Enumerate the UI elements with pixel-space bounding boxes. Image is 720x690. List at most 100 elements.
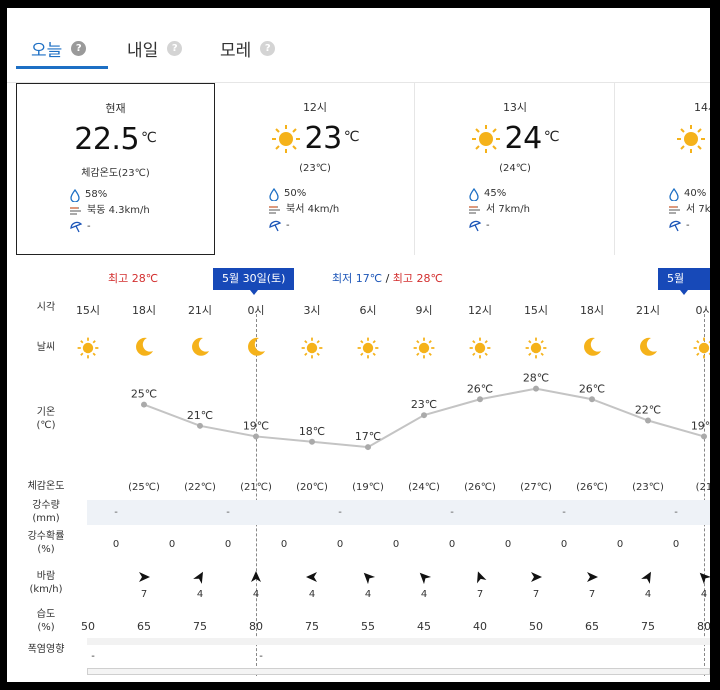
- temperature-point: [421, 412, 427, 419]
- help-icon[interactable]: ?: [260, 41, 276, 56]
- temperature-point: [309, 438, 315, 445]
- wind-value: 서 7km/h: [486, 204, 530, 215]
- date-badge-1: 5월 30일(토): [213, 268, 295, 295]
- wind-arrow-icon: [116, 570, 172, 587]
- humidity-value: 80: [249, 620, 263, 633]
- wind-arrow-icon: [228, 570, 284, 587]
- feel-temp: (21: [695, 482, 710, 493]
- rain-probability: 0: [224, 539, 232, 550]
- humidity-value: 65: [585, 620, 599, 633]
- temperature-label: 26℃: [467, 382, 493, 395]
- card-details: 45% 서 7km/h -: [468, 186, 530, 234]
- horizontal-scrollbar[interactable]: [87, 668, 710, 675]
- wind-speed: 7: [476, 589, 484, 600]
- temperature-label: 22℃: [635, 404, 661, 417]
- rain-probability: 0: [616, 539, 624, 550]
- temperature-point: [701, 433, 707, 440]
- card-temp-row: 24 ℃: [416, 121, 614, 156]
- temperature-label: 28℃: [523, 372, 549, 385]
- card-feel: (24℃): [499, 163, 531, 174]
- sun-icon: [340, 336, 396, 359]
- humidity-value: 65: [137, 620, 151, 633]
- card-temp: 23: [304, 121, 343, 156]
- rain-probability: 0: [392, 539, 400, 550]
- feel-temp: (23℃): [632, 482, 664, 493]
- active-tab-indicator: [16, 66, 108, 69]
- wind-cell: 4: [284, 570, 340, 604]
- row-label-rain: 강수량 (mm): [32, 500, 60, 524]
- wind-arrow-icon: [620, 570, 676, 587]
- tab-tomorrow-label: 내일: [127, 41, 159, 61]
- rain-probability: 0: [704, 539, 710, 550]
- temperature-point: [365, 444, 371, 451]
- wind-cell: 7: [116, 570, 172, 604]
- wind-arrow-icon: [676, 570, 710, 587]
- row-label-humid: 습도 (%): [36, 609, 56, 633]
- hour-label: 9시: [415, 304, 433, 317]
- hourly-card[interactable]: 13시 24 ℃ (24℃) 45% 서 7km/h -: [416, 83, 615, 255]
- hourly-card[interactable]: 14시 2 40% 서 7k -: [616, 83, 710, 255]
- wind-speed: 7: [532, 589, 540, 600]
- tab-day-after[interactable]: 모레 ?: [220, 36, 276, 61]
- wind-value: 북동 4.3km/h: [87, 205, 150, 216]
- row-label-temp: 기온 (℃): [36, 407, 56, 431]
- humidity-value: 50: [81, 620, 95, 633]
- temperature-label: 19℃: [691, 419, 710, 432]
- hourly-card[interactable]: 12시 23 ℃ (23℃) 50% 북서 4km/h -: [216, 83, 415, 255]
- temperature-point: [645, 417, 651, 424]
- temperature-point: [253, 433, 259, 440]
- wind-speed: 4: [700, 589, 708, 600]
- wind-line: 북서 4km/h: [268, 202, 339, 218]
- droplet-icon: [269, 187, 279, 201]
- moon-icon: [620, 336, 676, 358]
- wind-value: 서 7k: [686, 204, 710, 215]
- day-max-label: 최고 28℃: [108, 272, 159, 285]
- hour-label: 6시: [359, 304, 377, 317]
- row-label-prob: 강수확률 (%): [27, 531, 65, 555]
- rain-amount: -: [226, 507, 230, 518]
- wind-cell: 4: [676, 570, 710, 604]
- humidity-value: 45%: [484, 188, 507, 199]
- sun-icon: [60, 336, 116, 359]
- wind-line: 서 7km/h: [468, 202, 530, 218]
- rain-amount: -: [674, 507, 678, 518]
- moon-icon: [116, 336, 172, 358]
- feel-temp: (19℃): [352, 482, 384, 493]
- wind-arrow-icon: [564, 570, 620, 587]
- row-label-heat: 폭염영향: [27, 644, 65, 655]
- hour-label: 0시: [695, 304, 710, 317]
- wind-speed: 4: [252, 589, 260, 600]
- humidity-line: 45%: [468, 186, 530, 202]
- card-details: 40% 서 7k -: [668, 186, 710, 234]
- feel-temp: (26℃): [464, 482, 496, 493]
- feel-temp: (25℃): [128, 482, 160, 493]
- humidity-value: 50%: [284, 188, 307, 199]
- day-tabs: 오늘 ? 내일 ? 모레 ?: [7, 8, 710, 80]
- wind-cell: 4: [396, 570, 452, 604]
- temperature-point: [141, 401, 147, 408]
- hour-label: 21시: [187, 304, 213, 317]
- date-badge-2: 5월 31일: [658, 268, 710, 307]
- divider: [7, 82, 710, 83]
- wind-arrow-icon: [284, 570, 340, 587]
- wind-icon: [269, 206, 280, 214]
- wind-value: 북서 4km/h: [286, 204, 340, 215]
- rain-probability: 0: [280, 539, 288, 550]
- help-icon[interactable]: ?: [71, 41, 87, 56]
- tab-tomorrow[interactable]: 내일 ?: [127, 36, 183, 61]
- tab-today[interactable]: 오늘 ?: [31, 36, 87, 61]
- rain-line: -: [268, 218, 339, 234]
- humidity-line: 50%: [268, 186, 339, 202]
- wind-cell: 7: [564, 570, 620, 604]
- sun-icon: [676, 336, 710, 359]
- midnight-divider: [256, 314, 257, 676]
- sun-icon: [471, 125, 500, 153]
- help-icon[interactable]: ?: [167, 41, 183, 56]
- rain-probability: 0: [504, 539, 512, 550]
- card-time: 12시: [302, 101, 328, 114]
- wind-speed: 4: [420, 589, 428, 600]
- card-temp: 24: [504, 121, 543, 156]
- current-weather-card[interactable]: 현재 22.5 ℃ 체감온도(23℃) 58% 북동 4.3km/h -: [16, 83, 215, 255]
- wind-cell: 7: [508, 570, 564, 604]
- tab-today-label: 오늘: [31, 41, 63, 61]
